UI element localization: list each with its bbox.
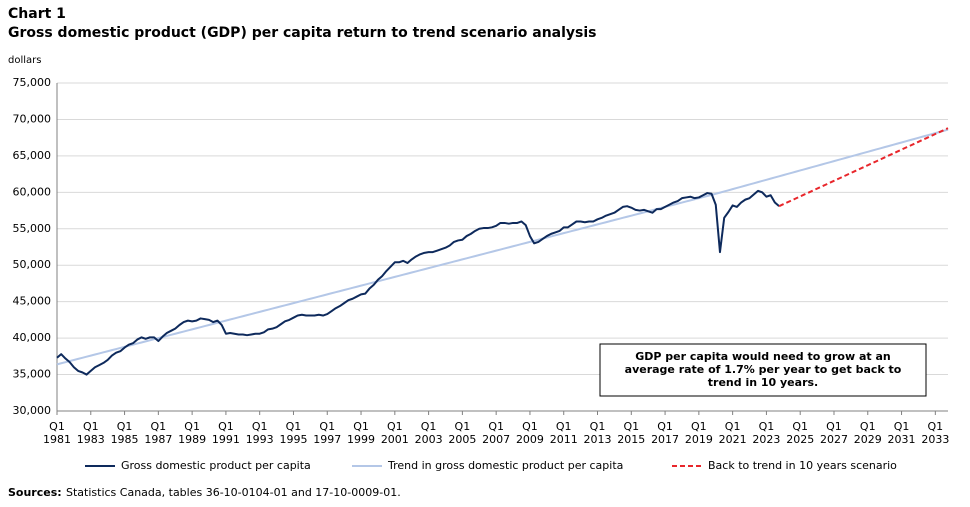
x-tick-label: 2017 <box>651 433 679 446</box>
x-tick-label: Q1 <box>894 420 910 433</box>
x-tick-label: 2013 <box>584 433 612 446</box>
x-tick-label: 2001 <box>381 433 409 446</box>
y-axis-label: dollars <box>8 55 41 66</box>
x-tick-label: 2023 <box>752 433 780 446</box>
x-tick-label: 2005 <box>448 433 476 446</box>
x-tick-label: Q1 <box>83 420 99 433</box>
source-label: Sources: <box>8 486 62 499</box>
x-tick-label: Q1 <box>927 420 943 433</box>
y-tick-label: 70,000 <box>13 112 52 125</box>
x-tick-label: Q1 <box>623 420 639 433</box>
x-tick-label: 2021 <box>719 433 747 446</box>
x-tick-label: 2025 <box>786 433 814 446</box>
x-tick-label: 1991 <box>212 433 240 446</box>
x-tick-label: Q1 <box>387 420 403 433</box>
x-tick-label: Q1 <box>353 420 369 433</box>
annotation-text: average rate of 1.7% per year to get bac… <box>625 363 902 376</box>
y-tick-label: 40,000 <box>13 331 52 344</box>
x-tick-label: Q1 <box>455 420 471 433</box>
x-tick-label: 1987 <box>144 433 172 446</box>
x-tick-label: 2033 <box>921 433 949 446</box>
chart-title: Gross domestic product (GDP) per capita … <box>8 25 597 41</box>
x-tick-label: 2019 <box>685 433 713 446</box>
series-line <box>778 127 949 208</box>
x-tick-label: Q1 <box>252 420 268 433</box>
x-tick-label: 2015 <box>617 433 645 446</box>
legend-label: Trend in gross domestic product per capi… <box>387 459 623 472</box>
x-tick-label: 2031 <box>888 433 916 446</box>
x-tick-label: 1985 <box>111 433 139 446</box>
x-tick-label: 1981 <box>43 433 71 446</box>
y-tick-label: 65,000 <box>13 149 52 162</box>
x-tick-label: Q1 <box>759 420 775 433</box>
x-tick-label: Q1 <box>590 420 606 433</box>
x-tick-label: 2007 <box>482 433 510 446</box>
x-tick-label: Q1 <box>556 420 572 433</box>
y-tick-label: 50,000 <box>13 258 52 271</box>
legend-label: Back to trend in 10 years scenario <box>708 459 897 472</box>
x-tick-label: Q1 <box>725 420 741 433</box>
annotation-text: GDP per capita would need to grow at an <box>635 350 890 363</box>
x-tick-label: Q1 <box>826 420 842 433</box>
chart-number: Chart 1 <box>8 6 66 22</box>
series-line <box>56 189 780 376</box>
x-tick-label: 2011 <box>550 433 578 446</box>
legend-label: Gross domestic product per capita <box>121 459 311 472</box>
annotation-box <box>599 343 927 397</box>
x-tick-label: Q1 <box>184 420 200 433</box>
x-tick-label: 1999 <box>347 433 375 446</box>
x-tick-label: Q1 <box>117 420 133 433</box>
y-tick-label: 55,000 <box>13 222 52 235</box>
x-tick-label: Q1 <box>860 420 876 433</box>
x-tick-label: 1993 <box>246 433 274 446</box>
x-tick-label: 1997 <box>313 433 341 446</box>
x-tick-label: Q1 <box>319 420 335 433</box>
x-tick-label: Q1 <box>286 420 302 433</box>
source-text: Statistics Canada, tables 36-10-0104-01 … <box>66 486 401 499</box>
x-tick-label: Q1 <box>218 420 234 433</box>
x-tick-label: 1995 <box>279 433 307 446</box>
x-tick-label: Q1 <box>49 420 65 433</box>
x-tick-label: 1983 <box>77 433 105 446</box>
annotation-text: trend in 10 years. <box>708 376 818 389</box>
x-tick-label: 2029 <box>854 433 882 446</box>
x-tick-label: Q1 <box>691 420 707 433</box>
x-tick-label: Q1 <box>522 420 538 433</box>
x-tick-label: 2009 <box>516 433 544 446</box>
x-tick-label: Q1 <box>657 420 673 433</box>
y-tick-label: 30,000 <box>13 404 52 417</box>
series-line <box>56 128 949 366</box>
x-tick-label: Q1 <box>792 420 808 433</box>
x-tick-label: Q1 <box>151 420 167 433</box>
y-tick-label: 75,000 <box>13 76 52 89</box>
y-tick-label: 60,000 <box>13 185 52 198</box>
x-tick-label: Q1 <box>421 420 437 433</box>
y-tick-label: 35,000 <box>13 368 52 381</box>
x-tick-label: 2003 <box>415 433 443 446</box>
x-tick-label: 1989 <box>178 433 206 446</box>
x-tick-label: Q1 <box>488 420 504 433</box>
y-tick-label: 45,000 <box>13 295 52 308</box>
x-tick-label: 2027 <box>820 433 848 446</box>
